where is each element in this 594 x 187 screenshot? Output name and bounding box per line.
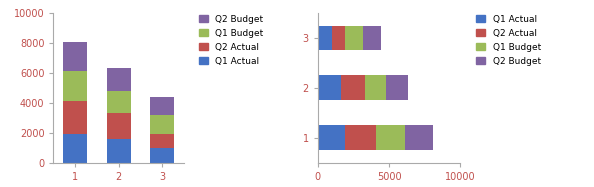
Bar <box>364 26 381 50</box>
Bar <box>150 148 174 163</box>
Bar <box>63 71 87 101</box>
Bar <box>107 113 131 139</box>
Bar <box>340 75 365 100</box>
Bar <box>107 68 131 91</box>
Bar <box>345 26 364 50</box>
Bar <box>150 97 174 115</box>
Bar <box>318 75 340 100</box>
Bar <box>345 125 376 150</box>
Legend: Q1 Actual, Q2 Actual, Q1 Budget, Q2 Budget: Q1 Actual, Q2 Actual, Q1 Budget, Q2 Budg… <box>476 15 541 65</box>
Bar <box>318 26 332 50</box>
Bar <box>63 101 87 134</box>
Bar <box>386 75 407 100</box>
Bar <box>332 26 345 50</box>
Bar <box>107 139 131 163</box>
Bar <box>365 75 386 100</box>
Bar <box>150 115 174 134</box>
Bar <box>150 134 174 148</box>
Bar <box>405 125 433 150</box>
Bar <box>318 125 345 150</box>
Bar <box>63 42 87 71</box>
Bar <box>63 134 87 163</box>
Legend: Q2 Budget, Q1 Budget, Q2 Actual, Q1 Actual: Q2 Budget, Q1 Budget, Q2 Actual, Q1 Actu… <box>199 15 264 65</box>
Bar <box>107 91 131 113</box>
Bar <box>376 125 405 150</box>
